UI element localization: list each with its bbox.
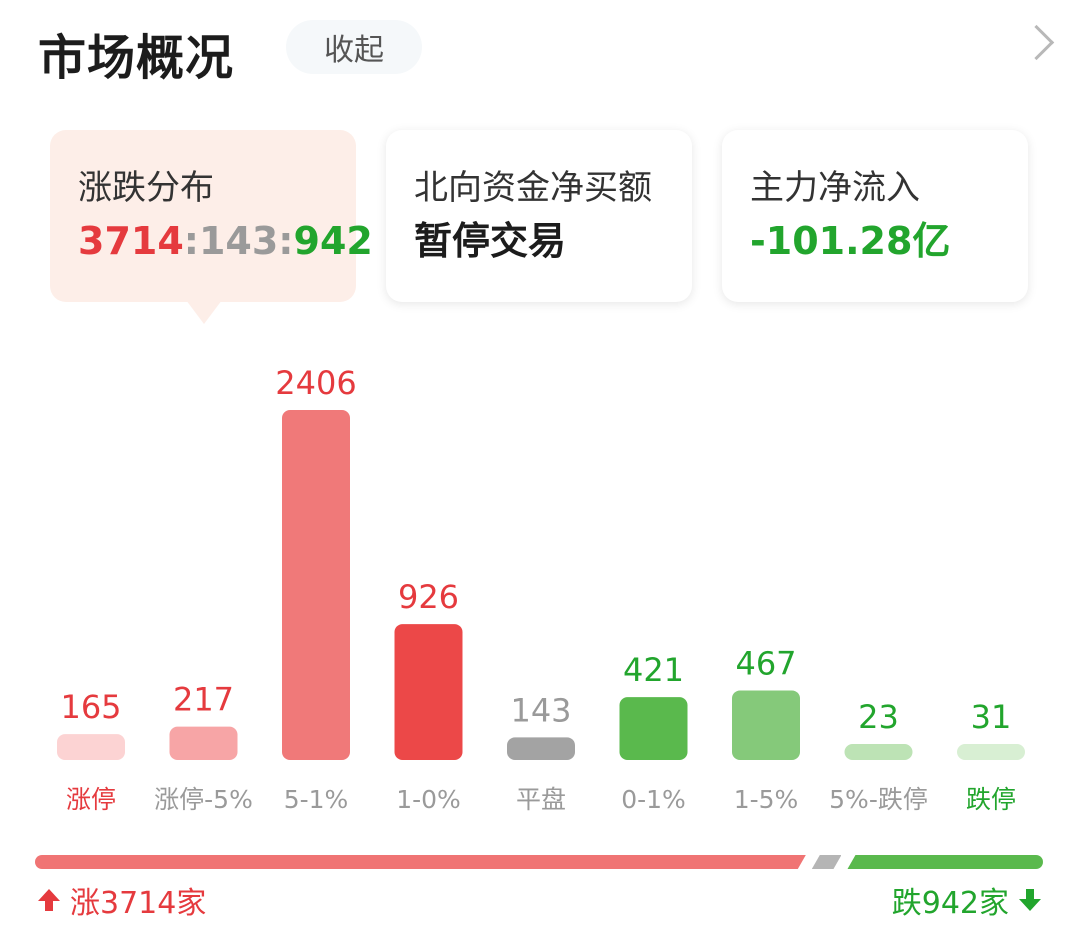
category-label: 平盘 [516,785,566,814]
up-segment [35,855,806,869]
bar-value-label: 23 [858,698,899,736]
down-summary-label: 跌942家 [891,886,1009,921]
card-distribution[interactable]: 涨跌分布 3714:143:942 [50,130,373,302]
up-summary: 涨3714家 [36,878,206,922]
separator: : [183,219,199,263]
card-distribution-label: 涨跌分布 [78,168,214,208]
card-main-flow[interactable]: 主力净流入 -101.28亿 [722,130,1028,302]
category-label: 1-0% [396,785,461,814]
bar-7[interactable] [844,744,913,760]
bar-value-label: 926 [398,578,459,616]
flat-segment [812,855,842,869]
card-distribution-value: 3714:143:942 [78,216,373,266]
arrow-down-icon [1017,887,1043,913]
arrow-up-icon [36,887,62,913]
category-label: 跌停 [966,785,1016,814]
bar-value-label: 2406 [275,364,356,402]
up-count-text: 3714 [78,219,184,263]
bar-value-label: 31 [971,698,1012,736]
bar-0[interactable] [57,734,125,760]
chevron-right-icon[interactable] [1018,24,1055,61]
card-main-flow-label: 主力净流入 [750,168,920,208]
card-northbound[interactable]: 北向资金净买额 暂停交易 [386,130,692,302]
category-label: 5%-跌停 [829,785,928,814]
bar-4[interactable] [507,737,575,760]
bar-value-label: 165 [60,688,121,726]
bar-value-label: 217 [173,681,234,719]
category-label: 1-5% [734,785,799,814]
page-title: 市场概况 [38,30,235,86]
category-label: 涨停-5% [154,785,253,814]
separator: : [278,219,294,263]
bar-1[interactable] [169,726,238,760]
bar-value-label: 467 [735,644,796,682]
card-pointer [186,300,222,324]
card-northbound-value: 暂停交易 [414,219,567,263]
card-main-flow-value: -101.28亿 [750,219,951,263]
flat-count-text: 143 [198,219,279,263]
bar-value-label: 421 [623,651,684,689]
bar-6[interactable] [732,690,800,760]
breadth-progress-bar [35,855,1043,869]
category-label: 涨停 [66,785,116,814]
collapse-button[interactable]: 收起 [286,20,422,74]
bar-2[interactable] [282,410,350,760]
category-label: 5-1% [284,785,349,814]
down-segment [847,855,1043,869]
header: 市场概况 收起 [0,0,1079,100]
down-summary: 跌942家 [892,878,1043,922]
down-count-text: 942 [293,219,373,263]
category-label: 0-1% [621,785,686,814]
bar-value-label: 143 [510,691,571,729]
card-northbound-label: 北向资金净买额 [414,168,652,208]
bar-8[interactable] [957,744,1025,760]
bar-5[interactable] [619,697,688,760]
up-summary-label: 涨3714家 [70,886,207,921]
distribution-bar-chart: 165 涨停 217 涨停-5% 2406 5-1% 926 1-0% 143 平盘 421 0-1%… [57,364,1025,814]
bar-3[interactable] [394,624,463,760]
